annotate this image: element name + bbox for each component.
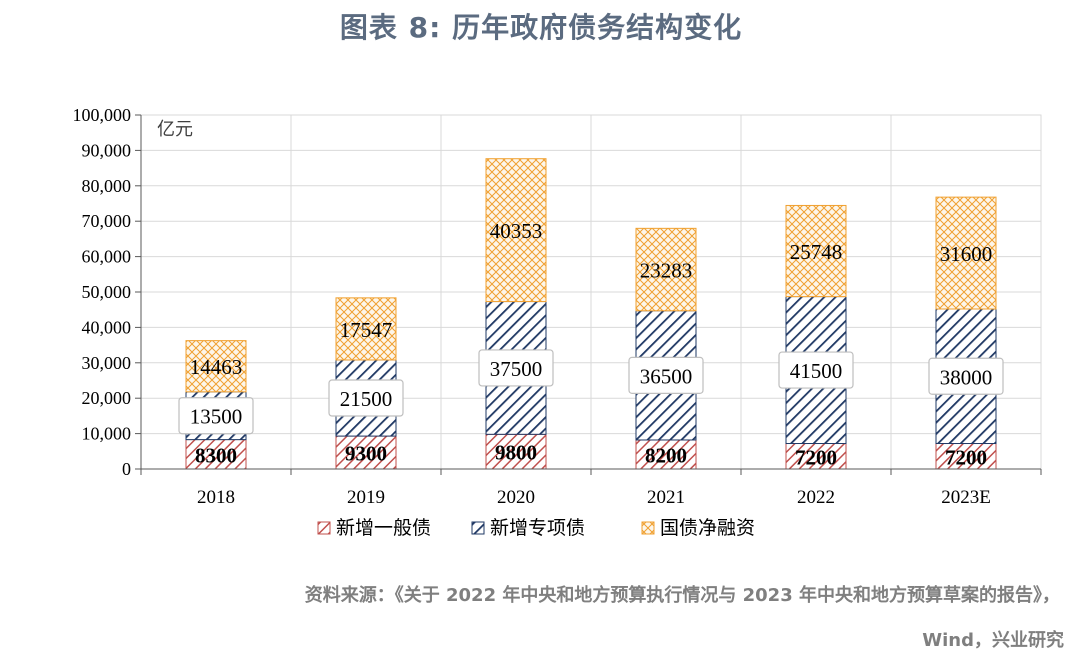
y-tick-label: 100,000 xyxy=(73,105,132,125)
data-label: 9300 xyxy=(345,442,387,466)
data-label-box xyxy=(328,379,404,417)
data-label: 25748 xyxy=(790,240,843,264)
data-label: 7200 xyxy=(795,445,837,469)
legend-swatch xyxy=(317,521,331,535)
x-tick-label: 2021 xyxy=(647,487,685,508)
x-tick-label: 2018 xyxy=(197,487,235,508)
y-tick-label: 10,000 xyxy=(82,424,132,444)
y-tick-label: 90,000 xyxy=(82,140,132,160)
y-tick-label: 40,000 xyxy=(82,317,132,337)
legend-label: 新增专项债 xyxy=(490,517,585,539)
y-tick-label: 80,000 xyxy=(82,176,132,196)
legend-swatch xyxy=(471,521,485,535)
bar-segment-2 xyxy=(635,227,697,312)
data-label: 37500 xyxy=(490,357,543,381)
y-tick-label: 70,000 xyxy=(82,211,132,231)
source-note: 资料来源：《关于 2022 年中央和地方预算执行情况与 2023 年中央和地方预… xyxy=(304,585,1060,606)
data-label: 41500 xyxy=(790,359,843,383)
data-label: 40353 xyxy=(490,219,543,243)
x-tick-label: 2019 xyxy=(347,487,385,508)
data-label: 14463 xyxy=(190,355,243,379)
y-tick-label: 0 xyxy=(122,459,131,479)
bar-segment-2 xyxy=(485,158,547,303)
data-label-box xyxy=(478,349,554,387)
data-label-box xyxy=(178,397,254,435)
legend-swatch xyxy=(641,521,655,535)
bar-segment-2 xyxy=(335,297,397,361)
data-label: 23283 xyxy=(640,259,693,283)
y-unit-label: 亿元 xyxy=(157,119,193,140)
data-label: 13500 xyxy=(190,405,243,429)
data-label: 31600 xyxy=(940,242,993,266)
x-tick-label: 2022 xyxy=(797,487,835,508)
y-tick-label: 50,000 xyxy=(82,282,132,302)
data-label: 17547 xyxy=(340,318,393,342)
source-note-2: Wind，兴业研究 xyxy=(922,630,1064,651)
legend-label: 新增一般债 xyxy=(336,517,431,539)
y-tick-label: 20,000 xyxy=(82,388,132,408)
data-labels: 8300 13500 14463 9300 21500 17547 9800 37500 403… xyxy=(178,219,1004,469)
x-tick-label: 2020 xyxy=(497,487,535,508)
axes: 0 10,000 20,000 30,000 40,000 50,000 60,000 70,… xyxy=(73,105,1042,508)
data-label: 8200 xyxy=(645,443,687,467)
bar-segment-2 xyxy=(785,204,847,298)
legend: 新增一般债 新增专项债 国债净融资 xyxy=(317,517,755,539)
bar-segment-2 xyxy=(935,196,997,310)
legend-label: 国债净融资 xyxy=(660,517,755,539)
data-label-box xyxy=(928,357,1004,395)
data-label: 38000 xyxy=(940,365,993,389)
bar-segment-0 xyxy=(335,435,397,470)
bars xyxy=(185,158,997,470)
data-label: 8300 xyxy=(195,443,237,467)
data-label-box xyxy=(778,351,854,389)
bar-segment-2 xyxy=(185,340,247,393)
data-label-box xyxy=(628,356,704,394)
chart-title: 图表 8: 历年政府债务结构变化 xyxy=(339,11,743,44)
y-tick-label: 60,000 xyxy=(82,247,132,267)
grid-lines xyxy=(140,114,1042,470)
data-label: 9800 xyxy=(495,441,537,465)
y-tick-label: 30,000 xyxy=(82,353,132,373)
x-tick-label: 2023E xyxy=(941,487,991,508)
data-label: 7200 xyxy=(945,445,987,469)
bar-segment-0 xyxy=(935,443,997,470)
data-label: 21500 xyxy=(340,387,393,411)
data-label: 36500 xyxy=(640,364,693,388)
bar-segment-0 xyxy=(785,443,847,470)
